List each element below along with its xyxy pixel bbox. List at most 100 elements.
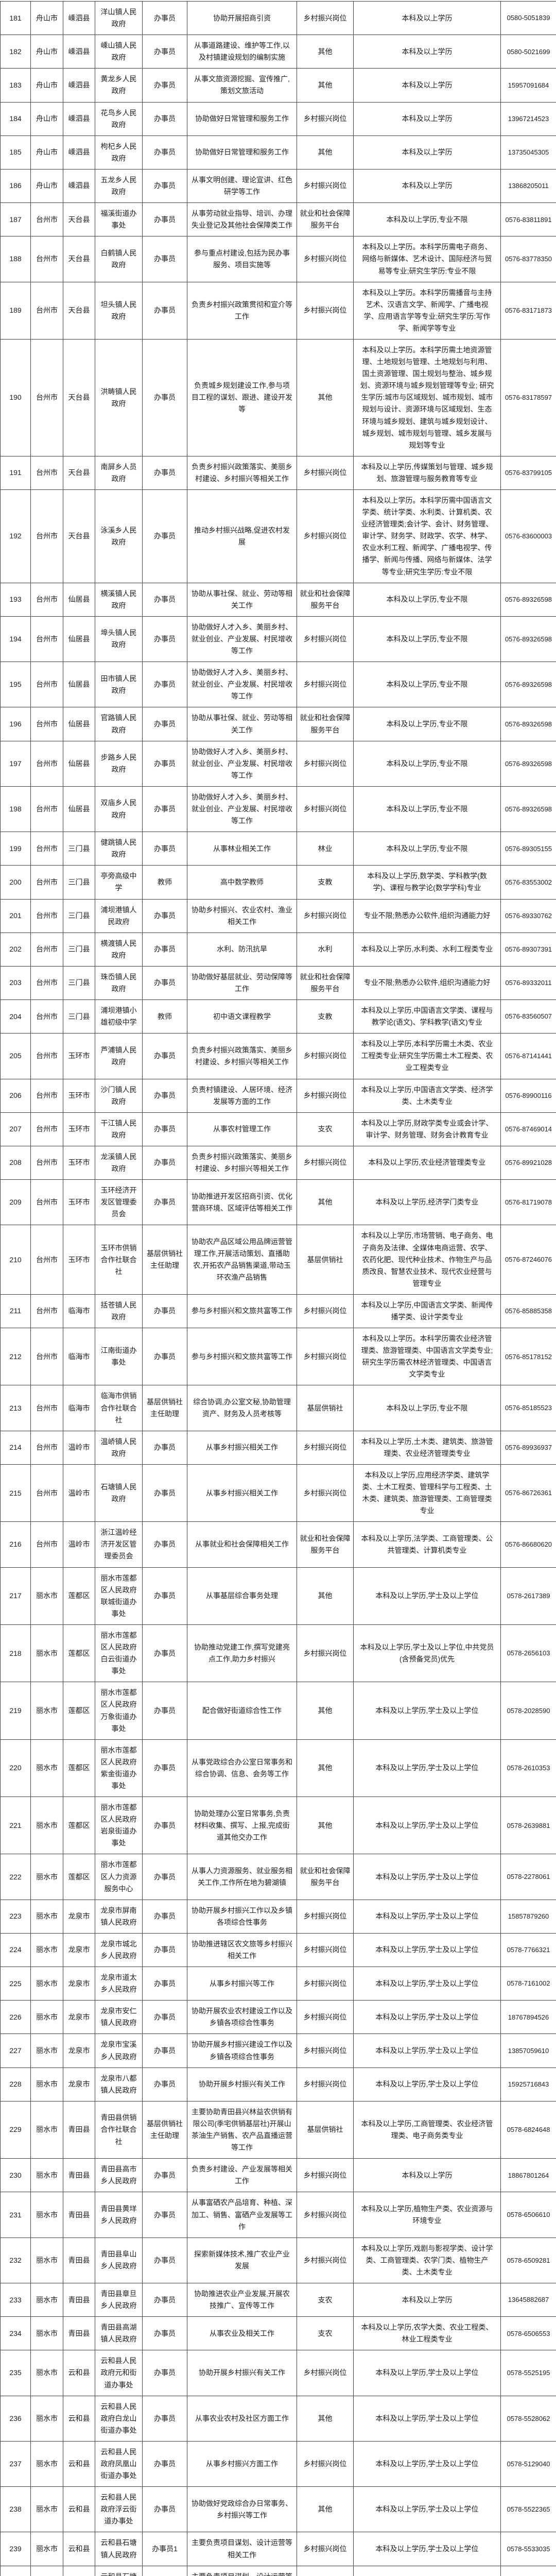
- position-cell: 办事员: [142, 2282, 187, 2317]
- job-duty-cell: 从事道路建设、维护等工作,以及村镇建设规划的编制实施: [187, 35, 297, 69]
- city-cell: 丽水市: [30, 1739, 63, 1798]
- city-cell: 丽水市: [30, 2486, 63, 2533]
- post-category-cell: 就业和社会保障服务平台: [297, 1521, 354, 1568]
- city-cell: 舟山市: [30, 101, 63, 136]
- unit-cell: 福溪街道办事处: [95, 202, 143, 237]
- education-requirement-cell: 本科及以上学历,学士及以上学位: [353, 2441, 501, 2487]
- phone-cell: 0576-85185523: [500, 1385, 556, 1431]
- post-category-cell: 乡村振兴岗位: [297, 101, 354, 136]
- education-requirement-cell: 本科及以上学历,学士及以上学位: [353, 1739, 501, 1798]
- city-cell: 台州市: [30, 489, 63, 583]
- unit-cell: 青田县高湖镇人民政府: [95, 2316, 143, 2351]
- row-number: 225: [0, 1967, 31, 2001]
- unit-cell: 温峤镇人民政府: [95, 1430, 143, 1465]
- county-cell: 临海市: [63, 1385, 95, 1431]
- job-duty-cell: 从事乡村振兴方面工作: [187, 2441, 297, 2487]
- county-cell: 仙居县: [63, 582, 95, 617]
- city-cell: 台州市: [30, 865, 63, 900]
- row-number: 224: [0, 1933, 31, 1968]
- job-duty-cell: 综合协调,办公室文秘,协助管理资产、财务及人员考核等: [187, 1385, 297, 1431]
- city-cell: 丽水市: [30, 1624, 63, 1683]
- education-requirement-cell: 本科及以上学历。本科学历需土地资源管理、土地规划与管理、土地规划与利用、国土资源…: [353, 338, 501, 456]
- row-number: 229: [0, 2100, 31, 2159]
- position-cell: 办事员: [142, 1, 187, 36]
- phone-cell: 15857879260: [500, 1899, 556, 1934]
- education-requirement-cell: 本科及以上学历,学士及以上学位,中共党员(含预备党员)优先: [353, 1624, 501, 1683]
- table-row: 235 丽水市 云和县 云和县人民政府元和街道办事处 办事员 协助开展乡村振兴有关工作 乡村…: [0, 2350, 556, 2396]
- post-category-cell: 乡村振兴岗位: [297, 1294, 354, 1329]
- county-cell: 玉环市: [63, 1112, 95, 1146]
- unit-cell: 龙泉市宝溪乡人民政府: [95, 2033, 143, 2068]
- education-requirement-cell: 本科及以上学历,学士及以上学位: [353, 2532, 501, 2566]
- post-category-cell: 乡村振兴岗位: [297, 899, 354, 933]
- table-row: 184 舟山市 嵊泗县 花鸟乡人民政府 办事员 协助做好日常管理和服务工作 乡村振兴岗位 本科…: [0, 101, 556, 136]
- row-number: 231: [0, 2192, 31, 2238]
- education-requirement-cell: 本科及以上学历,专业不限: [353, 202, 501, 237]
- job-duty-cell: 探索新媒体技术,推广农业产业发展: [187, 2237, 297, 2283]
- row-number: 205: [0, 1033, 31, 1079]
- education-requirement-cell: 本科及以上学历,学士及以上学位: [353, 2000, 501, 2035]
- table-row: 218 丽水市 莲都区 丽水市莲都区人民政府白云街道办事处 办事员 协助推动党建工作,撰写…: [0, 1624, 556, 1683]
- row-number: 196: [0, 707, 31, 741]
- job-duty-cell: 从事林业相关工作: [187, 832, 297, 866]
- county-cell: 天台县: [63, 489, 95, 583]
- position-cell: 办事员: [142, 1797, 187, 1855]
- row-number: 187: [0, 202, 31, 237]
- position-cell: 办事员: [142, 1854, 187, 1900]
- education-requirement-cell: 本科及以上学历,学士及以上学位: [353, 2395, 501, 2442]
- job-duty-cell: 协助做好人才入乡、美丽乡村、就业创业、产业发展、村民增收等工作: [187, 740, 297, 787]
- county-cell: 龙泉市: [63, 1899, 95, 1934]
- table-row: 210 台州市 玉环市 玉环市供销合作社联合社 基层供销社主任助理 协助农产品区域公用品牌…: [0, 1225, 556, 1295]
- city-cell: 台州市: [30, 616, 63, 663]
- post-category-cell: 乡村振兴岗位: [297, 786, 354, 833]
- post-category-cell: 其他: [297, 135, 354, 170]
- city-cell: 丽水市: [30, 1899, 63, 1934]
- table-row: 208 台州市 玉环市 龙溪镇人民政府 办事员 负责乡村振兴政策落实、美丽乡村建设、乡村振…: [0, 1145, 556, 1180]
- row-number: 197: [0, 740, 31, 787]
- table-row: 222 丽水市 莲都区 丽水市莲都区人力资源服务中心 办事员 从事人力资源服务、就业服务相…: [0, 1854, 556, 1900]
- job-duty-cell: 参与重点村建设,包括为民办事服务、项目实施等: [187, 236, 297, 282]
- row-number: 198: [0, 786, 31, 833]
- unit-cell: 青田县阜山乡人民政府: [95, 2237, 143, 2283]
- row-number: 236: [0, 2395, 31, 2442]
- row-number: 191: [0, 455, 31, 490]
- county-cell: 临海市: [63, 1294, 95, 1329]
- unit-cell: 龙溪镇人民政府: [95, 1145, 143, 1180]
- job-duty-cell: 协助做好人才入乡、美丽乡村、就业创业、产业发展、村民增收等工作: [187, 616, 297, 663]
- county-cell: 天台县: [63, 455, 95, 490]
- post-category-cell: 支教: [297, 865, 354, 900]
- position-cell: 办事员: [142, 2192, 187, 2238]
- position-cell: 办事员: [142, 2316, 187, 2351]
- county-cell: 天台县: [63, 281, 95, 340]
- unit-cell: 泳溪乡人民政府: [95, 489, 143, 583]
- education-requirement-cell: 本科及以上学历: [353, 35, 501, 69]
- job-duty-cell: 负责乡村振兴政策贯彻和宣介等工作: [187, 281, 297, 340]
- job-duty-cell: 协助开展乡村振兴工作以及乡镇各项综合性事务: [187, 1899, 297, 1934]
- education-requirement-cell: 本科及以上学历: [353, 1, 501, 36]
- education-requirement-cell: 本科及以上学历,学士及以上学位: [353, 1899, 501, 1934]
- job-duty-cell: 主要协助青田县兴林益农供销有限公司(季宅供销基层社)开展山茶油生产销售、农产品直…: [187, 2100, 297, 2159]
- city-cell: 丽水市: [30, 2395, 63, 2442]
- table-row: 216 台州市 温岭市 浙江温岭经济开发区管理委员会 办事员 从事就业和社会保障相关工作就…: [0, 1521, 556, 1568]
- position-cell: 办事员: [142, 2067, 187, 2102]
- table-row: 231 丽水市 青田县 青田县黄垟乡人民政府 办事员 从事富硒农产品培育、种植、深加工、销…: [0, 2192, 556, 2238]
- city-cell: 丽水市: [30, 1567, 63, 1625]
- job-duty-cell: 从事农业农村及社区方面工作: [187, 2395, 297, 2442]
- phone-cell: 13857059610: [500, 2033, 556, 2068]
- post-category-cell: 支农: [297, 2282, 354, 2317]
- post-category-cell: 乡村振兴岗位: [297, 2350, 354, 2396]
- unit-cell: 龙泉市屏南镇人民政府: [95, 1899, 143, 1934]
- city-cell: 台州市: [30, 1464, 63, 1522]
- post-category-cell: 乡村振兴岗位: [297, 1464, 354, 1522]
- county-cell: 嵊泗县: [63, 135, 95, 170]
- post-category-cell: 乡村振兴岗位: [297, 1328, 354, 1386]
- job-duty-cell: 协助开展乡村振兴建设工作以及乡镇各项综合性事务: [187, 2033, 297, 2068]
- phone-cell: 0578-6506610: [500, 2192, 556, 2238]
- position-cell: 办事员: [142, 2350, 187, 2396]
- city-cell: 丽水市: [30, 1967, 63, 2001]
- city-cell: 台州市: [30, 965, 63, 1001]
- unit-cell: 沙门镇人民政府: [95, 1078, 143, 1113]
- row-number: 183: [0, 68, 31, 103]
- city-cell: 舟山市: [30, 1, 63, 36]
- post-category-cell: 就业和社会保障服务平台: [297, 1854, 354, 1900]
